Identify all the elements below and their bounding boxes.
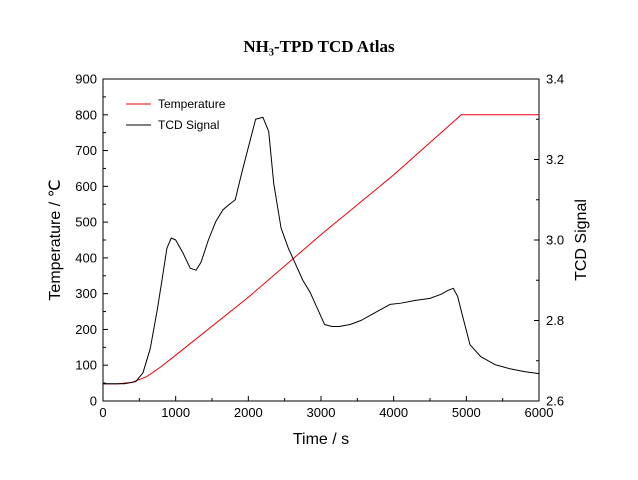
x-tick-label: 6000 [525, 405, 554, 420]
series-layer [103, 114, 540, 385]
y-left-tick-label: 200 [75, 322, 97, 337]
x-axis-label: Time / s [293, 431, 349, 448]
y-right-tick-label: 3.4 [546, 72, 564, 87]
x-tick-label: 4000 [379, 405, 408, 420]
y-axis-left: 0 100 200 300 400 500 600 700 800 900 [75, 72, 108, 409]
x-tick-label: 0 [99, 405, 106, 420]
y-left-tick-label: 400 [75, 250, 97, 265]
y-left-tick-label: 100 [75, 358, 97, 373]
y-left-tick-label: 0 [90, 394, 97, 409]
x-tick-label: 2000 [234, 405, 263, 420]
y-left-tick-label: 700 [75, 143, 97, 158]
y-axis-right-label: TCD Signal [573, 199, 590, 281]
y-left-tick-label: 900 [75, 72, 97, 87]
chart-title: NH₃-TPD TCD Atlas [243, 37, 395, 56]
y-left-tick-label: 300 [75, 286, 97, 301]
legend-label-tcd-signal: TCD Signal [158, 118, 219, 132]
y-left-tick-label: 800 [75, 107, 97, 122]
x-tick-label: 3000 [307, 405, 336, 420]
series-line-temperature [103, 114, 539, 385]
y-axis-left-label: Temperature / ℃ [47, 179, 64, 300]
x-tick-label: 1000 [161, 405, 190, 420]
y-right-tick-label: 3.2 [546, 152, 564, 167]
legend-label-temperature: Temperature [158, 97, 226, 111]
y-left-tick-label: 500 [75, 215, 97, 230]
y-axis-right: 2.6 2.8 3.0 3.2 3.4 [534, 72, 564, 409]
legend: Temperature TCD Signal [126, 97, 226, 132]
y-right-tick-label: 2.8 [546, 313, 564, 328]
x-tick-label: 5000 [452, 405, 481, 420]
y-right-tick-label: 2.6 [546, 394, 564, 409]
x-axis: 0 1000 2000 3000 4000 5000 6000 [99, 396, 553, 420]
y-right-tick-label: 3.0 [546, 233, 564, 248]
series-line-tcd-signal [103, 116, 540, 385]
y-left-tick-label: 600 [75, 179, 97, 194]
